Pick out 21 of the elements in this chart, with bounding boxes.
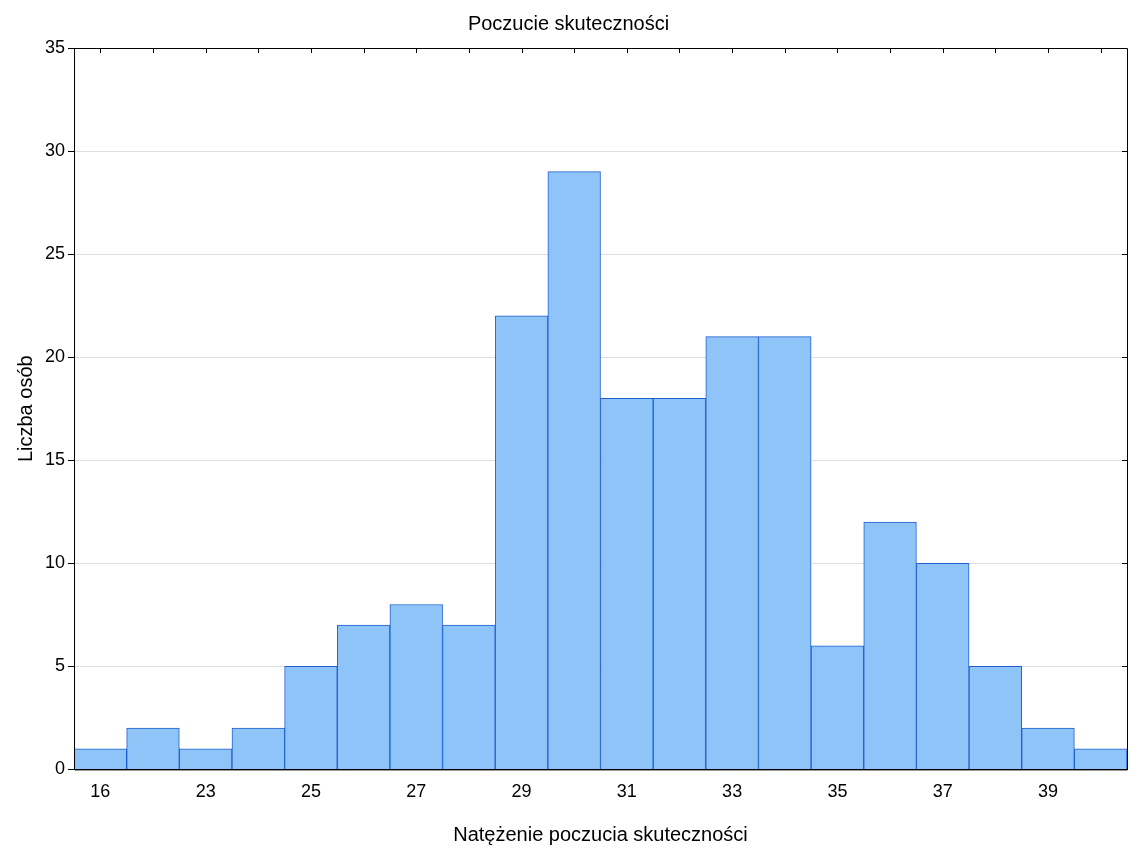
y-tick-label: 20 [44,346,66,367]
x-tick-label: 37 [932,781,953,802]
y-tick-label: 15 [44,449,66,470]
chart-title: Poczucie skuteczności [467,11,670,34]
y-tick-label: 25 [44,243,66,264]
x-tick-label: 39 [1038,781,1059,802]
x-tick-label: 31 [616,781,637,802]
x-axis-title: Natężenie poczucia skuteczności [453,822,748,845]
y-tick-label: 5 [55,655,66,676]
x-tick-label: 33 [722,781,743,802]
x-tick-label: 35 [827,781,848,802]
x-tick-label: 29 [511,781,532,802]
y-tick-label: 30 [44,140,66,161]
x-tick-label: 16 [90,781,111,802]
y-axis-title: Liczba osób [13,355,36,463]
y-tick-label: 0 [55,758,66,779]
x-tick-label: 27 [406,781,427,802]
x-tick-label: 25 [300,781,321,802]
y-tick-label: 10 [44,552,66,573]
y-tick-label: 35 [44,36,66,57]
x-tick-label: 23 [195,781,216,802]
